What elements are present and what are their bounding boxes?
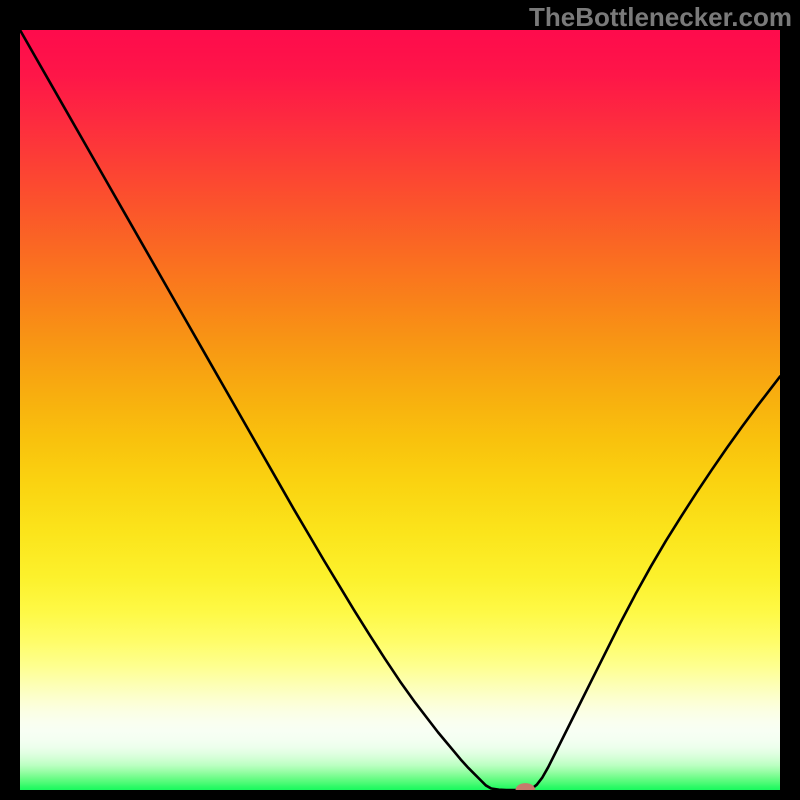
plot-area [20,30,780,790]
watermark-text: TheBottlenecker.com [529,2,792,33]
chart-frame: TheBottlenecker.com [0,0,800,800]
plot-background [20,30,780,790]
plot-svg [20,30,780,790]
